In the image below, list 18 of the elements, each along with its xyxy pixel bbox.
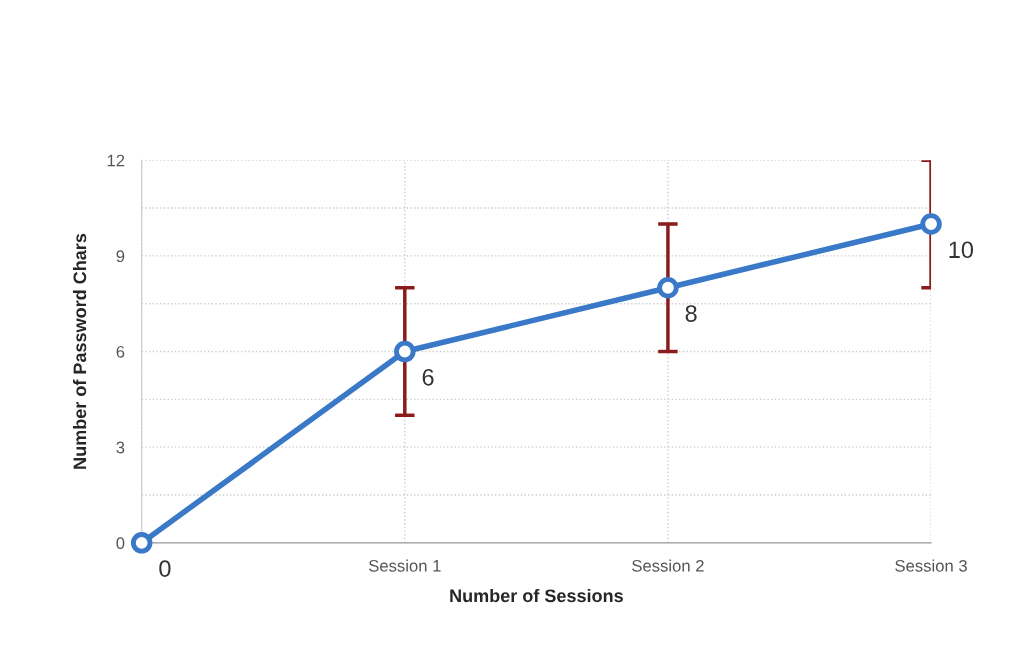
y-axis-title: Number of Password Chars: [72, 233, 87, 469]
y-tick-label: 6: [116, 345, 125, 358]
data-label: 6: [422, 368, 434, 386]
data-label: 0: [159, 560, 171, 577]
y-tick-label: 0: [116, 537, 125, 550]
y-tick-label: 3: [116, 441, 125, 454]
x-tick-label: Session 2: [632, 559, 704, 572]
point: [130, 532, 153, 554]
point: [920, 213, 942, 235]
point: [394, 340, 416, 363]
x-axis-title: Number of Sessions: [450, 588, 623, 603]
data-label: 10: [949, 241, 974, 259]
x-tick-label: Session 3: [895, 559, 967, 572]
data-label: 8: [685, 305, 697, 322]
y-tick-label: 9: [116, 250, 125, 263]
x-tick-label: Session 1: [368, 559, 441, 572]
y-tick-label: 12: [107, 154, 125, 167]
point: [657, 277, 679, 299]
